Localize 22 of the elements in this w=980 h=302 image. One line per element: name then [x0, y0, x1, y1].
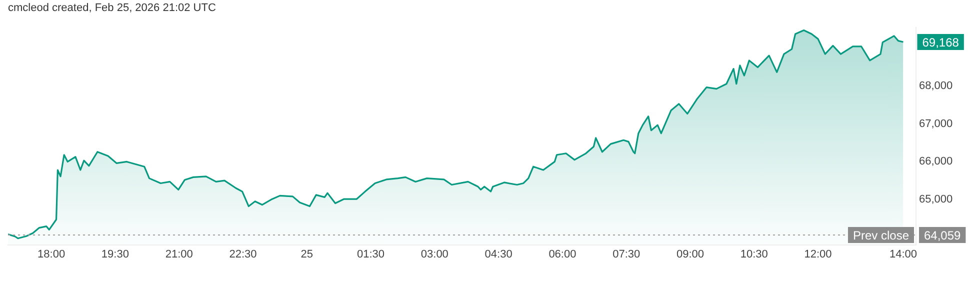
x-tick-label: 19:30 — [101, 248, 129, 260]
y-tick-label: 66,000 — [919, 156, 953, 168]
x-tick-label: 22:30 — [229, 248, 257, 260]
y-tick-label: 68,000 — [919, 80, 953, 92]
annotation: 69,168 — [922, 35, 960, 50]
chart-title: cmcleod created, Feb 25, 2026 21:02 UTC — [8, 2, 216, 14]
text: 64,059 — [924, 228, 962, 242]
x-tick-label: 25 — [300, 248, 314, 260]
ref-line-label: Prev close — [852, 228, 910, 242]
y-tick-label: 65,000 — [919, 194, 953, 206]
x-tick-label: 21:00 — [165, 248, 193, 260]
x-tick-label: 07:30 — [612, 248, 640, 260]
x-tick-label: 10:30 — [740, 248, 768, 260]
x-tick-label: 06:00 — [548, 248, 576, 260]
x-tick-label: 14:00 — [889, 248, 917, 260]
x-tick-label: 01:30 — [357, 248, 385, 260]
x-tick-label: 03:00 — [420, 248, 448, 260]
x-tick-label: 04:30 — [484, 248, 512, 260]
x-tick-label: 12:00 — [804, 248, 832, 260]
x-tick-label: 18:00 — [38, 248, 66, 260]
y-tick-label: 67,000 — [919, 118, 953, 130]
x-tick-label: 09:00 — [676, 248, 704, 260]
